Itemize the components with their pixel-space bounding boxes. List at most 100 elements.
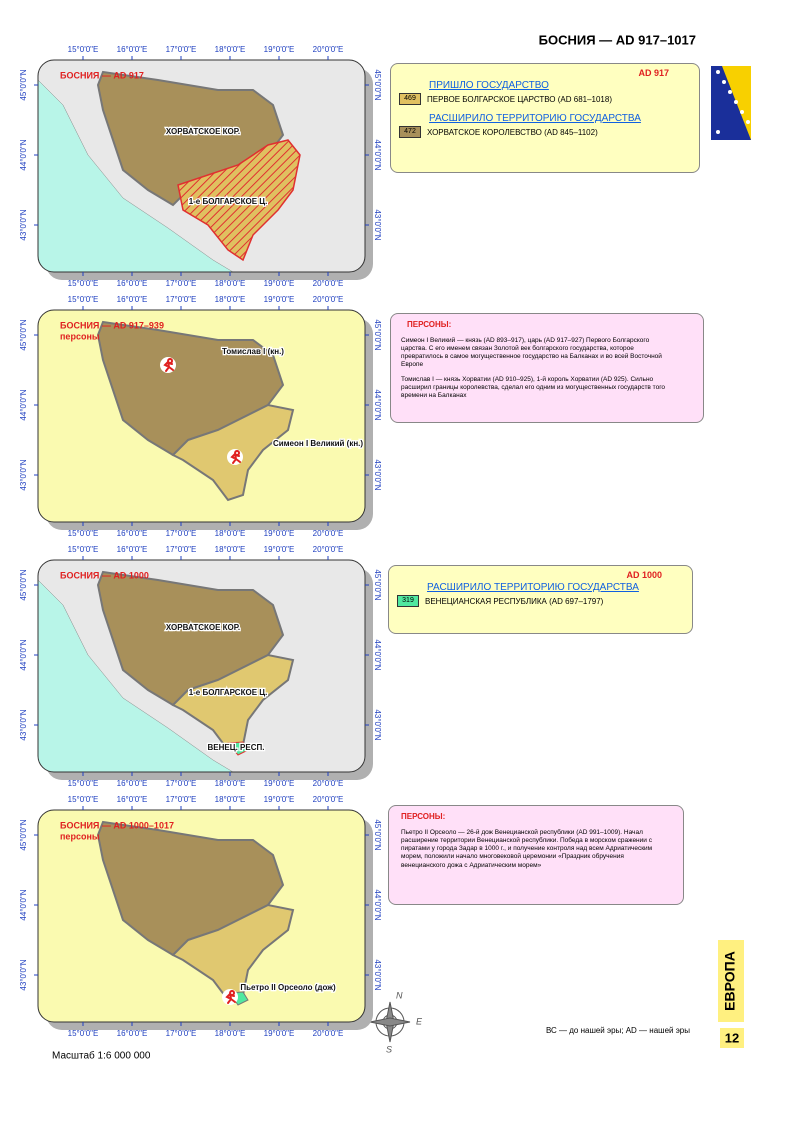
page-title: БОСНИЯ — AD 917–1017 xyxy=(539,32,696,47)
state-code: 319 xyxy=(397,595,419,607)
lon-label: 18°0'0"E xyxy=(215,779,246,788)
lon-label: 20°0'0"E xyxy=(313,1029,344,1038)
lon-label: 17°0'0"E xyxy=(166,45,197,54)
lon-label: 17°0'0"E xyxy=(166,545,197,554)
lon-label: 17°0'0"E xyxy=(166,529,197,538)
map-label: ХОРВАТСКОЕ КОР. xyxy=(166,127,240,136)
compass-rose xyxy=(369,1001,411,1043)
person-text: Пьетро II Орсеоло — 26-й дож Венецианско… xyxy=(401,829,653,869)
map-title: БОСНИЯ — AD 917–939 xyxy=(60,320,164,330)
lon-label: 20°0'0"E xyxy=(313,295,344,304)
map-label: ВЕНЕЦ. РЕСП. xyxy=(208,743,265,752)
lon-label: 15°0'0"E xyxy=(68,45,99,54)
persons-box: ПЕРСОНЫ: Симеон I Великий — князь (AD 89… xyxy=(390,313,704,423)
lat-label: 45°0'0"N xyxy=(19,319,28,350)
lat-label: 44°0'0"N xyxy=(373,139,382,170)
lon-label: 16°0'0"E xyxy=(117,279,148,288)
lon-label: 18°0'0"E xyxy=(215,45,246,54)
region-south xyxy=(171,903,295,1002)
map-content xyxy=(38,570,295,772)
map-border xyxy=(37,309,366,523)
compass-s: S xyxy=(386,1044,392,1054)
lon-label: 19°0'0"E xyxy=(264,545,295,554)
lon-label: 19°0'0"E xyxy=(264,1029,295,1038)
lon-label: 15°0'0"E xyxy=(68,545,99,554)
persons-heading: ПЕРСОНЫ: xyxy=(407,320,452,329)
lat-label: 43°0'0"N xyxy=(19,209,28,240)
flag xyxy=(711,66,751,140)
lon-label: 16°0'0"E xyxy=(117,795,148,804)
map-panel: БОСНИЯ — AD 917 ХОРВАТСКОЕ КОР. 1-е БОЛГАР… xyxy=(19,45,382,288)
map-label: Пьетро II Орсеоло (дож) xyxy=(240,983,336,992)
lat-label: 44°0'0"N xyxy=(19,889,28,920)
lon-label: 19°0'0"E xyxy=(264,795,295,804)
lon-label: 16°0'0"E xyxy=(117,529,148,538)
lon-label: 17°0'0"E xyxy=(166,279,197,288)
section-heading: РАСШИРИЛО ТЕРРИТОРИЮ ГОСУДАРСТВА xyxy=(427,582,639,593)
map-subtitle: персоны xyxy=(60,831,100,841)
map-title: БОСНИЯ — AD 1000–1017 xyxy=(60,820,174,830)
state-item: 469 ПЕРВОЕ БОЛГАРСКОЕ ЦАРСТВО (AD 681–101… xyxy=(391,93,699,105)
info-box: AD 1000 РАСШИРИЛО ТЕРРИТОРИЮ ГОСУДАРСТВА… xyxy=(388,565,693,634)
lon-label: 20°0'0"E xyxy=(313,779,344,788)
person-text: Томислав I — князь Хорватии (AD 910–925)… xyxy=(401,375,666,399)
section-heading: РАСШИРИЛО ТЕРРИТОРИЮ ГОСУДАРСТВА xyxy=(429,113,641,124)
lon-label: 16°0'0"E xyxy=(117,779,148,788)
lon-label: 19°0'0"E xyxy=(264,45,295,54)
info-box: AD 917 ПРИШЛО ГОСУДАРСТВО 469 ПЕРВОЕ БОЛГ… xyxy=(390,63,700,173)
lon-label: 18°0'0"E xyxy=(215,529,246,538)
legend-note: ВС — до нашей эры; AD — нашей эры xyxy=(546,1026,690,1035)
state-name: ВЕНЕЦИАНСКАЯ РЕСПУБЛИКА (AD 697–1797) xyxy=(425,596,604,606)
lat-label: 45°0'0"N xyxy=(19,69,28,100)
lat-label: 43°0'0"N xyxy=(19,959,28,990)
lon-label: 19°0'0"E xyxy=(264,529,295,538)
state-code: 472 xyxy=(399,126,421,138)
person-text: Симеон I Великий — князь (AD 893–917), ц… xyxy=(401,337,662,369)
lon-label: 20°0'0"E xyxy=(313,45,344,54)
compass-e: E xyxy=(416,1016,423,1026)
lon-label: 20°0'0"E xyxy=(313,545,344,554)
lon-label: 18°0'0"E xyxy=(215,279,246,288)
map-label: Томислав I (кн.) xyxy=(222,347,284,356)
lat-label: 45°0'0"N xyxy=(373,569,382,600)
persons-box: ПЕРСОНЫ: Пьетро II Орсеоло — 26-й дож Ве… xyxy=(388,805,684,905)
lon-label: 20°0'0"E xyxy=(313,795,344,804)
state-item: 319 ВЕНЕЦИАНСКАЯ РЕСПУБЛИКА (AD 697–1797) xyxy=(389,595,692,607)
state-name: ПЕРВОЕ БОЛГАРСКОЕ ЦАРСТВО (AD 681–1018) xyxy=(427,94,612,104)
lat-label: 44°0'0"N xyxy=(373,889,382,920)
lat-label: 44°0'0"N xyxy=(19,139,28,170)
lat-label: 43°0'0"N xyxy=(373,959,382,990)
state-code: 469 xyxy=(399,93,421,105)
region-bulgarian xyxy=(177,139,301,262)
lon-label: 16°0'0"E xyxy=(117,545,148,554)
lon-label: 17°0'0"E xyxy=(166,795,197,804)
map-label: ХОРВАТСКОЕ КОР. xyxy=(166,623,240,632)
lat-label: 43°0'0"N xyxy=(373,709,382,740)
region-tab xyxy=(718,940,744,1022)
map-border xyxy=(37,59,366,273)
lat-label: 45°0'0"N xyxy=(373,819,382,850)
lon-label: 16°0'0"E xyxy=(117,295,148,304)
lat-label: 44°0'0"N xyxy=(19,389,28,420)
lon-label: 15°0'0"E xyxy=(68,779,99,788)
info-date: AD 917 xyxy=(638,68,669,78)
state-name: ХОРВАТСКОЕ КОРОЛЕВСТВО (AD 845–1102) xyxy=(427,127,598,137)
lon-label: 16°0'0"E xyxy=(117,45,148,54)
map-label: 1-е БОЛГАРСКОЕ Ц. xyxy=(189,197,268,206)
lat-label: 43°0'0"N xyxy=(373,209,382,240)
lon-label: 19°0'0"E xyxy=(264,279,295,288)
compass-n: N xyxy=(396,990,403,1000)
person-icon xyxy=(230,450,241,464)
lon-label: 18°0'0"E xyxy=(215,1029,246,1038)
lon-label: 15°0'0"E xyxy=(68,1029,99,1038)
state-item: 472 ХОРВАТСКОЕ КОРОЛЕВСТВО (AD 845–1102) xyxy=(391,126,699,138)
region-label: ЕВРОПА xyxy=(722,951,738,1011)
page-number-box xyxy=(720,1028,744,1048)
lon-label: 20°0'0"E xyxy=(313,529,344,538)
section-heading: ПРИШЛО ГОСУДАРСТВО xyxy=(429,80,549,91)
lon-label: 17°0'0"E xyxy=(166,295,197,304)
map-title: БОСНИЯ — AD 1000 xyxy=(60,570,149,580)
